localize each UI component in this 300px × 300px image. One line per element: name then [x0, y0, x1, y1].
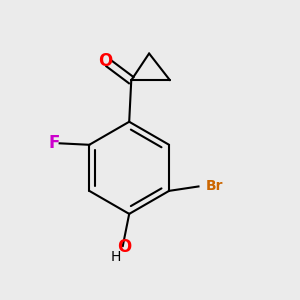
Text: F: F — [49, 134, 60, 152]
Text: Br: Br — [206, 179, 224, 194]
Text: O: O — [117, 238, 131, 256]
Text: O: O — [98, 52, 112, 70]
Text: H: H — [110, 250, 121, 264]
